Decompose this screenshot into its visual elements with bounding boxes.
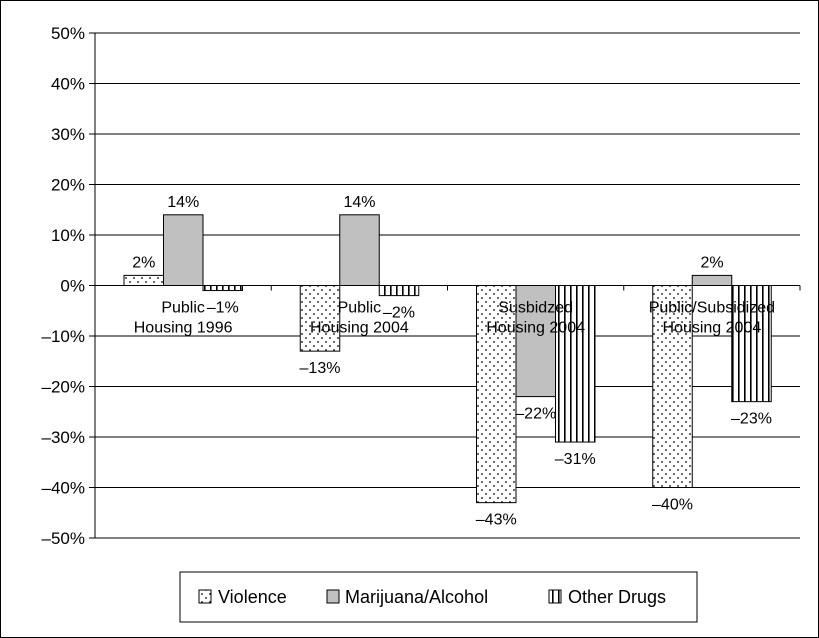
data-label: 2% bbox=[700, 254, 723, 271]
legend-swatch-vlines bbox=[548, 589, 562, 604]
legend-label: Violence bbox=[218, 587, 287, 607]
legend: Violence Marijuana/Alcohol Other Drugs bbox=[179, 571, 698, 623]
data-labels: 2% –13% –43% –40% 14% 14% –22% 2% –1% –2% –31% –23% bbox=[132, 194, 772, 529]
y-tick-label: –20% bbox=[42, 378, 85, 397]
bar-vlines bbox=[555, 285, 596, 443]
y-tick-label: –40% bbox=[42, 479, 85, 498]
data-label: –22% bbox=[515, 406, 556, 423]
bar-gray bbox=[163, 214, 204, 286]
data-label: 14% bbox=[343, 194, 375, 211]
category-label: Susbidzed bbox=[498, 300, 573, 317]
data-label: –43% bbox=[476, 512, 517, 529]
bar-dots bbox=[652, 285, 693, 488]
data-label: 2% bbox=[132, 254, 155, 271]
legend-label: Marijuana/Alcohol bbox=[345, 587, 488, 607]
y-tick-label: –50% bbox=[42, 529, 85, 548]
legend-swatch-gray bbox=[326, 589, 340, 604]
bar-vlines bbox=[731, 285, 772, 403]
bars bbox=[123, 214, 772, 504]
legend-swatch-dots bbox=[198, 589, 212, 604]
category-label: Housing 1996 bbox=[134, 320, 233, 337]
data-label: –23% bbox=[731, 411, 772, 428]
y-tick-label: –10% bbox=[42, 327, 85, 346]
bar-vlines bbox=[378, 285, 420, 297]
axes: 50% 40% 30% 20% 10% 0% –10% –20% –30% –40% –50% bbox=[42, 24, 801, 548]
category-label: Public bbox=[338, 300, 382, 317]
category-label: Public bbox=[161, 300, 205, 317]
data-label: 14% bbox=[167, 194, 199, 211]
bar-gray bbox=[515, 285, 556, 398]
y-tick-label: 0% bbox=[60, 277, 85, 296]
bar-dots bbox=[299, 285, 341, 352]
category-label: Housing 2004 bbox=[663, 320, 762, 337]
y-tick-label: 50% bbox=[51, 24, 85, 43]
data-label: –13% bbox=[300, 360, 341, 377]
y-tick-label: 30% bbox=[51, 125, 85, 144]
category-label: Housing 2004 bbox=[486, 320, 585, 337]
data-label: –2% bbox=[383, 305, 415, 322]
data-label: –31% bbox=[555, 451, 596, 468]
bar-vlines bbox=[202, 285, 243, 292]
category-label: Public/Subsidized bbox=[649, 300, 775, 317]
category-label: Housing 2004 bbox=[310, 320, 409, 337]
data-label: –40% bbox=[652, 497, 693, 514]
category-labels: Public Housing 1996 Public Housing 2004 Susb… bbox=[134, 300, 775, 337]
y-tick-label: 40% bbox=[51, 75, 85, 94]
y-tick-label: 10% bbox=[51, 226, 85, 245]
y-tick-label: –30% bbox=[42, 428, 85, 447]
bar-dots bbox=[476, 285, 517, 504]
legend-box bbox=[179, 571, 698, 623]
bar-gray bbox=[691, 274, 733, 286]
bar-gray bbox=[339, 214, 380, 286]
data-label: –1% bbox=[207, 300, 239, 317]
legend-label: Other Drugs bbox=[568, 587, 666, 607]
y-tick-label: 20% bbox=[51, 176, 85, 195]
bar-dots bbox=[123, 274, 164, 286]
